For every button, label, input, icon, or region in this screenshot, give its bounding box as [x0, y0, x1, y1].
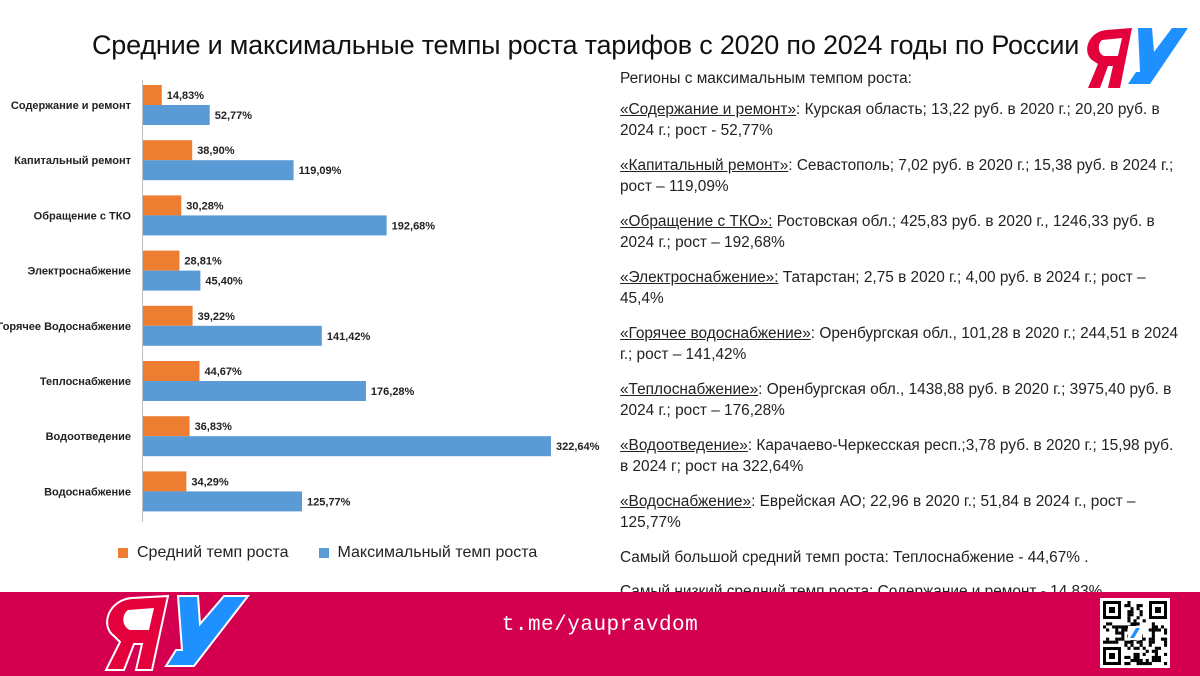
region-item-text: : Карачаево-Черкесская респ.;3,78 руб. в… — [620, 436, 1174, 476]
bar-data-label: 141,42% — [327, 331, 371, 343]
category-label: Электроснабжение — [27, 266, 131, 278]
bar-maximum — [143, 436, 551, 457]
category-label: Водоснабжение — [44, 486, 131, 498]
bar-average — [143, 85, 162, 105]
region-item-text: : Оренбургская обл., 101,28 в 2020 г.; 2… — [620, 324, 1179, 364]
region-item-text: : Оренбургская обл., 1438,88 руб. в 2020… — [620, 380, 1172, 420]
region-item-name: «Содержание и ремонт» — [620, 100, 797, 118]
bar-data-label: 28,81% — [184, 256, 222, 268]
region-item: «Теплоснабжение»: Оренбургская обл., 143… — [620, 379, 1180, 422]
bar-maximum — [143, 325, 322, 346]
region-item-name: «Водоснабжение» — [620, 492, 752, 510]
bar-average — [143, 416, 190, 437]
bar-data-label: 36,83% — [195, 421, 233, 433]
bar-data-label: 192,68% — [392, 220, 436, 232]
bar-data-label: 119,09% — [299, 165, 342, 177]
bar-data-label: 44,67% — [204, 366, 242, 378]
bar-data-label: 39,22% — [198, 311, 236, 323]
category-label: Содержание и ремонт — [11, 100, 132, 112]
legend-swatch-avg — [118, 548, 128, 558]
region-item-text: Ростовская обл.; 425,83 руб. в 2020 г., … — [620, 212, 1155, 252]
bar-data-label: 34,29% — [191, 476, 229, 488]
bar-data-label: 30,28% — [186, 200, 224, 212]
region-item-name: «Водоотведение» — [620, 436, 748, 454]
bar-average — [143, 471, 187, 492]
qr-code — [1100, 598, 1170, 668]
category-label: Водоотведение — [46, 431, 131, 443]
regions-intro: Регионы с максимальным темпом роста: — [620, 70, 912, 87]
legend-label-avg: Средний темп роста — [137, 544, 289, 561]
region-item-text: : Курская область; 13,22 руб. в 2020 г.;… — [620, 100, 1160, 140]
region-item: «Электроснабжение»: Татарстан; 2,75 в 20… — [620, 267, 1180, 310]
bar-data-label: 45,40% — [205, 276, 243, 288]
category-label: Капитальный ремонт — [14, 155, 132, 167]
region-item-name: «Электроснабжение»: — [620, 268, 779, 286]
bar-average — [143, 305, 193, 326]
region-item: «Водоотведение»: Карачаево-Черкесская ре… — [620, 435, 1180, 478]
bar-chart: Содержание и ремонт Капитальный ремонт Обр… — [0, 80, 600, 522]
bar-data-label: 322,64% — [556, 441, 600, 453]
bar-average — [143, 250, 180, 271]
legend-item-max: Максимальный темп роста — [318, 544, 538, 562]
bar-average — [143, 140, 193, 161]
bar-data-label: 14,83% — [167, 90, 205, 102]
max-average-note: Самый большой средний темп роста: Теплос… — [620, 548, 1089, 566]
bar-average — [143, 195, 182, 216]
region-item-name: «Горячее водоснабжение» — [620, 324, 811, 342]
bar-average — [143, 361, 200, 381]
region-item: «Капитальный ремонт»: Севастополь; 7,02 … — [620, 155, 1180, 198]
region-item-name: «Капитальный ремонт» — [620, 156, 789, 174]
category-label: Обращение с ТКО — [34, 210, 132, 222]
region-item: «Содержание и ремонт»: Курская область; … — [620, 99, 1180, 142]
bar-data-label: 52,77% — [215, 110, 253, 122]
bar-maximum — [143, 215, 387, 236]
bar-data-label: 125,77% — [307, 496, 351, 508]
page-title: Средние и максимальные темпы роста тариф… — [92, 30, 1080, 60]
legend-item-avg: Средний темп роста — [118, 544, 289, 562]
region-item: «Горячее водоснабжение»: Оренбургская об… — [620, 323, 1180, 366]
telegram-link[interactable]: t.me/yaupravdom — [501, 614, 699, 637]
region-item-text: : Еврейская АО; 22,96 в 2020 г.; 51,84 в… — [620, 492, 1136, 532]
bar-data-label: 176,28% — [371, 386, 415, 398]
category-label: Теплоснабжение — [40, 376, 131, 388]
chart-legend: Средний темп роста Максимальный темп рос… — [118, 542, 567, 564]
legend-label-max: Максимальный темп роста — [337, 544, 538, 561]
region-item-text: Татарстан; 2,75 в 2020 г.; 4,00 руб. в 2… — [620, 268, 1146, 308]
bar-maximum — [143, 105, 210, 125]
bar-maximum — [143, 270, 201, 291]
bar-maximum — [143, 381, 366, 401]
regions-panel: Регионы с максимальным темпом роста: «Со… — [620, 68, 1180, 616]
region-item-text: : Севастополь; 7,02 руб. в 2020 г.; 15,3… — [620, 156, 1174, 196]
region-item: «Обращение с ТКО»: Ростовская обл.; 425,… — [620, 211, 1180, 254]
qr-center-logo-icon — [1130, 628, 1140, 638]
region-item-name: «Обращение с ТКО»: — [620, 212, 773, 230]
region-item: «Водоснабжение»: Еврейская АО; 22,96 в 2… — [620, 491, 1180, 534]
region-item-name: «Теплоснабжение» — [620, 380, 759, 398]
bar-maximum — [143, 160, 294, 181]
bar-data-label: 38,90% — [197, 145, 235, 157]
ya-u-logo-footer — [104, 594, 251, 671]
bar-maximum — [143, 491, 303, 512]
legend-swatch-max — [318, 548, 329, 558]
category-label: Горячее Водоснабжение — [0, 321, 131, 333]
ya-u-logo — [1087, 28, 1188, 88]
